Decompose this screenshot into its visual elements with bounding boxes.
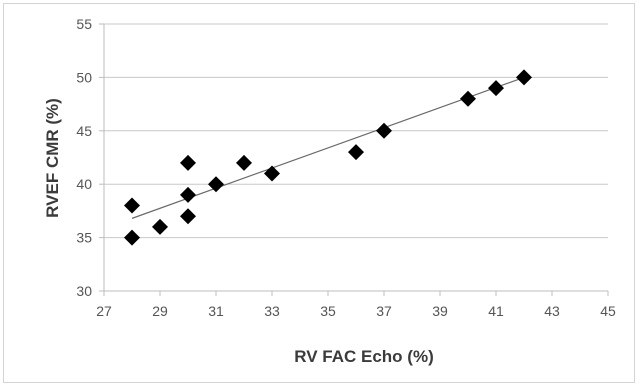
- data-point-diamond: [180, 154, 196, 171]
- data-point-diamond: [124, 229, 140, 246]
- data-point-diamond: [264, 165, 280, 182]
- x-tick-label: 27: [96, 303, 112, 319]
- data-point-diamond: [152, 218, 168, 235]
- y-tick-label: 30: [76, 283, 92, 299]
- x-tick-label: 35: [320, 303, 336, 319]
- data-point-diamond: [488, 80, 504, 97]
- data-point-diamond: [180, 186, 196, 203]
- y-tick-labels: 30 35 40 45 50 55: [76, 16, 92, 299]
- x-tick-label: 37: [376, 303, 392, 319]
- x-tick-label: 31: [208, 303, 224, 319]
- x-tick-labels: 27 29 31 33 35 37 39 41 43 45: [96, 303, 616, 319]
- data-point-diamond: [516, 69, 532, 86]
- x-tick-label: 29: [152, 303, 168, 319]
- data-points: [124, 69, 532, 246]
- x-tick-label: 39: [432, 303, 448, 319]
- trendline-line: [131, 76, 525, 219]
- data-point-diamond: [236, 154, 252, 171]
- y-tick-label: 45: [76, 123, 92, 139]
- y-axis-title: RVEF CMR (%): [43, 98, 62, 218]
- x-tick-label: 33: [264, 303, 280, 319]
- y-tick-label: 55: [76, 16, 92, 32]
- y-tick-label: 40: [76, 176, 92, 192]
- y-tick-label: 50: [76, 69, 92, 85]
- x-tick-label: 45: [600, 303, 616, 319]
- data-point-diamond: [376, 122, 392, 139]
- y-tick-label: 35: [76, 230, 92, 246]
- grid-lines: [104, 23, 608, 239]
- axes: [99, 23, 609, 296]
- x-tick-label: 43: [544, 303, 560, 319]
- trendline: [131, 76, 525, 219]
- data-point-diamond: [208, 176, 224, 193]
- data-point-diamond: [460, 90, 476, 107]
- x-axis-title: RV FAC Echo (%): [294, 347, 433, 366]
- data-point-diamond: [180, 208, 196, 225]
- x-tick-label: 41: [488, 303, 504, 319]
- data-point-diamond: [348, 144, 364, 161]
- data-point-diamond: [124, 197, 140, 214]
- figure-border: [3, 3, 635, 383]
